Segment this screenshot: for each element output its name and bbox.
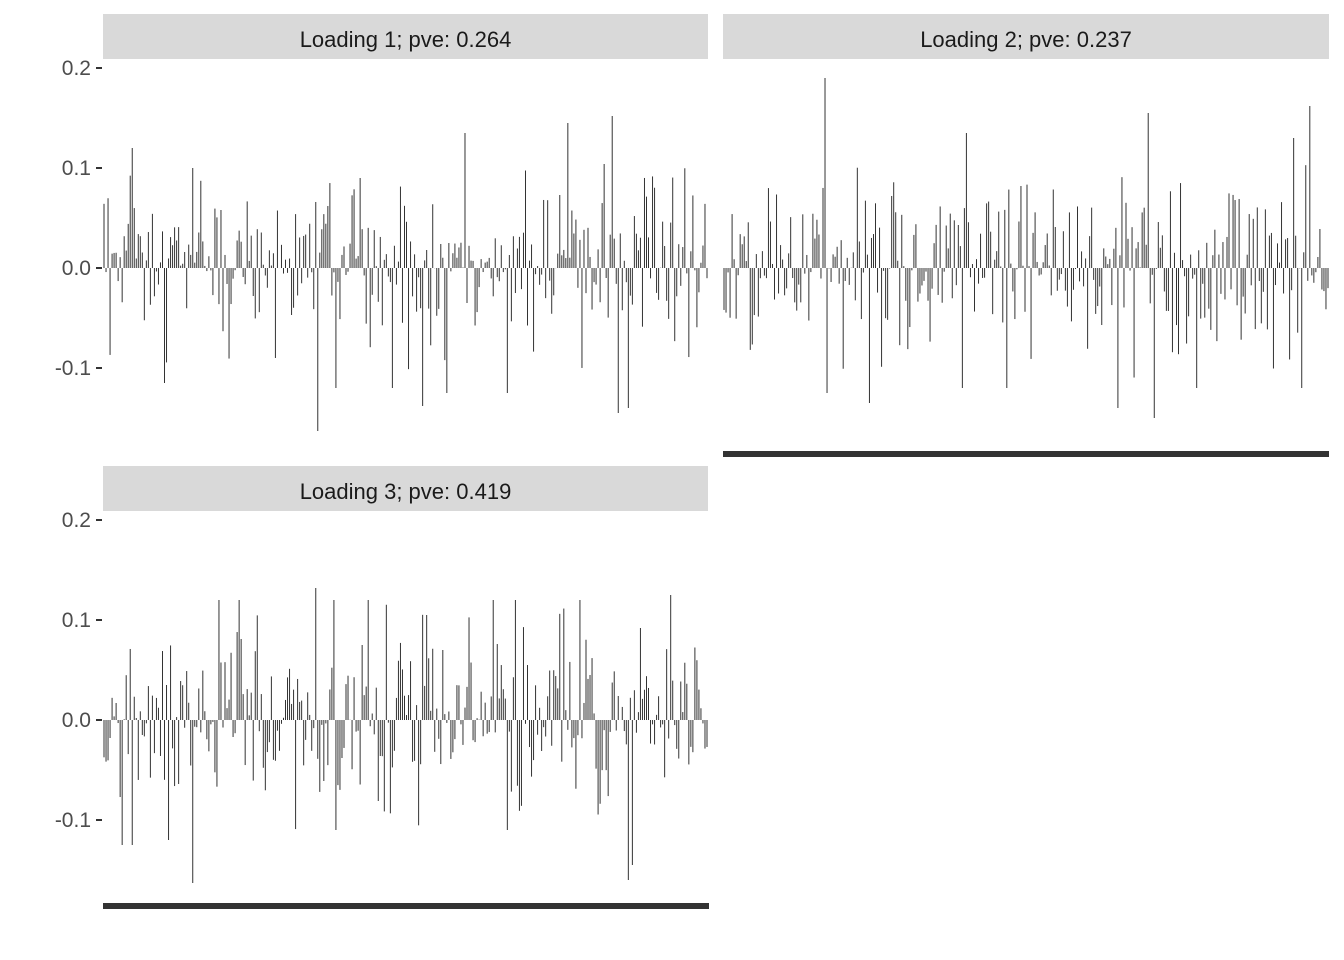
y-axis-tick-label: 0.2: [62, 509, 91, 532]
panel-1: Loading 1; pve: 0.264 -0.1 0.0 0.1 0.2: [55, 14, 708, 431]
panel-2-bars: [723, 78, 1329, 418]
y-axis-tick-label: 0.1: [62, 157, 91, 180]
y-axis-tick-label: -0.1: [55, 809, 91, 832]
y-axis-tick-label: 0.1: [62, 609, 91, 632]
panel-2-strip: [723, 14, 1329, 59]
panel-3-strip: [103, 466, 708, 511]
panel-2-strip-label: Loading 2; pve: 0.237: [920, 27, 1132, 52]
panel-3: Loading 3; pve: 0.419 -0.1 0.0 0.1 0.2: [55, 466, 709, 909]
panel-3-bars: [103, 588, 708, 883]
y-axis-tick-label: 0.0: [62, 257, 91, 280]
panel-1-strip: [103, 14, 708, 59]
panel-2-x-axis-line: [723, 451, 1329, 457]
panel-3-x-axis-line: [103, 903, 709, 909]
panel-1-strip-label: Loading 1; pve: 0.264: [300, 27, 512, 52]
y-axis-tick-label: 0.2: [62, 57, 91, 80]
panel-2: Loading 2; pve: 0.237: [723, 14, 1329, 457]
panel-1-y-axis: -0.1 0.0 0.1 0.2: [55, 57, 102, 380]
panel-3-y-axis: -0.1 0.0 0.1 0.2: [55, 509, 102, 832]
y-axis-tick-label: 0.0: [62, 709, 91, 732]
y-axis-tick-label: -0.1: [55, 357, 91, 380]
panel-1-bars: [103, 116, 708, 431]
panel-3-strip-label: Loading 3; pve: 0.419: [300, 479, 512, 504]
